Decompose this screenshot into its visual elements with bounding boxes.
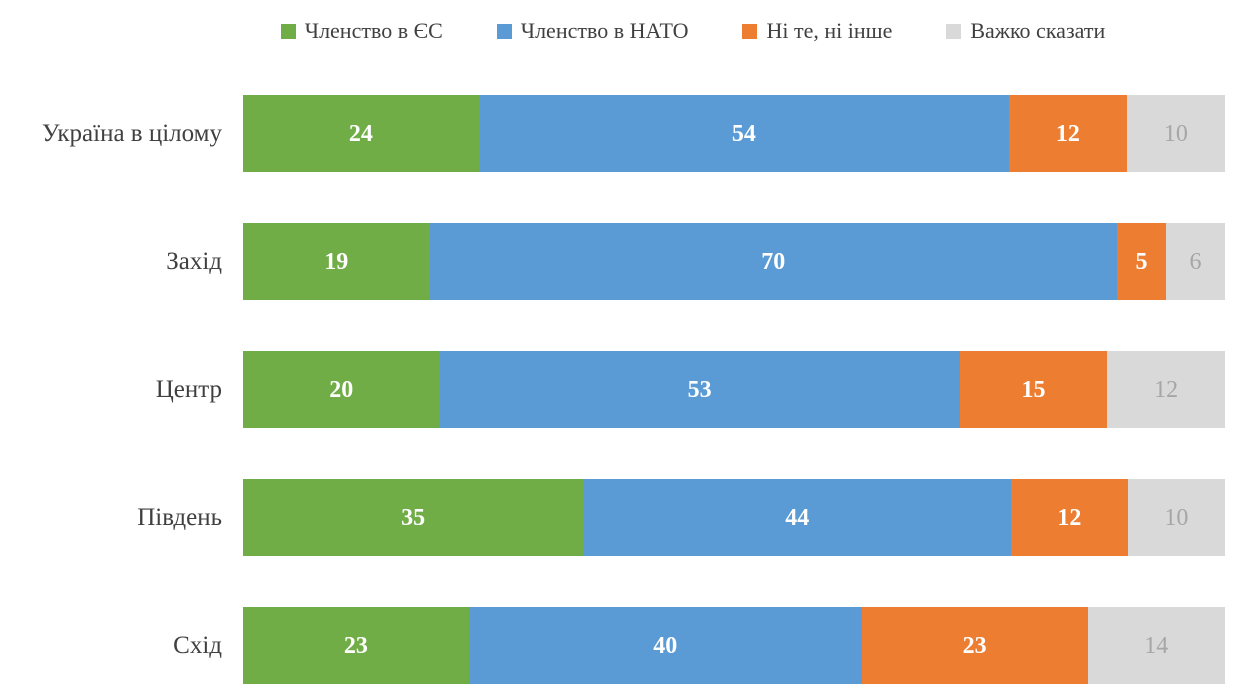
bar-segment: 12: [1008, 95, 1127, 172]
segment-value: 14: [1144, 632, 1169, 659]
legend-swatch-icon: [742, 23, 758, 39]
bar-segment: 12: [1011, 479, 1128, 556]
bar-segment: 23: [243, 607, 469, 684]
legend-label: Ні те, ні інше: [766, 18, 893, 43]
chart-row: Україна в цілому 24 54 12 10: [0, 95, 1226, 172]
bar-segment: 35: [243, 479, 584, 556]
segment-value: 20: [329, 376, 354, 403]
segment-value: 6: [1189, 248, 1202, 275]
chart-row: Південь 35 44 12 10: [0, 479, 1225, 556]
bar: 23 40 23 14: [243, 607, 1225, 684]
legend-swatch-icon: [496, 23, 512, 39]
bar: 20 53 15 12: [243, 351, 1225, 428]
bar-segment: 24: [243, 95, 479, 172]
bar-segment: 14: [1087, 607, 1225, 684]
bar-segment: 23: [861, 607, 1088, 684]
segment-value: 19: [324, 248, 349, 275]
bar-segment: 5: [1116, 223, 1167, 300]
legend-item: Членство в НАТО: [496, 18, 689, 43]
segment-value: 24: [348, 120, 373, 147]
segment-value: 23: [343, 632, 368, 659]
category-label: Південь: [137, 503, 222, 531]
bar-segment: 10: [1127, 479, 1225, 556]
bar-segment: 10: [1126, 95, 1226, 172]
chart-row: Захід 19 70 5 6: [0, 223, 1225, 300]
category-label: Схід: [173, 631, 222, 659]
bar: 24 54 12 10: [243, 95, 1226, 172]
segment-value: 53: [687, 376, 712, 403]
bar-segment: 53: [439, 351, 960, 428]
segment-value: 12: [1055, 120, 1080, 147]
segment-value: 40: [653, 632, 678, 659]
legend-label: Членство в НАТО: [520, 18, 689, 43]
segment-value: 12: [1057, 504, 1082, 531]
bar: 35 44 12 10: [243, 479, 1225, 556]
segment-value: 23: [962, 632, 987, 659]
category-label: Захід: [166, 247, 222, 275]
segment-value: 54: [731, 120, 756, 147]
segment-value: 15: [1021, 376, 1046, 403]
bar-segment: 70: [429, 223, 1117, 300]
bar-segment: 20: [243, 351, 440, 428]
segment-value: 10: [1163, 120, 1188, 147]
legend-item: Членство в ЄС: [280, 18, 443, 43]
bar-segment: 54: [478, 95, 1009, 172]
bar-segment: 15: [959, 351, 1108, 428]
category-label: Україна в цілому: [41, 119, 222, 147]
bar: 19 70 5 6: [243, 223, 1225, 300]
chart-legend: Членство в ЄС Членство в НАТО Ні те, ні ін…: [0, 0, 1236, 62]
bar-segment: 40: [468, 607, 862, 684]
category-label: Центр: [155, 375, 222, 403]
legend-label: Важко сказати: [970, 18, 1106, 43]
bar-segment: 12: [1107, 351, 1225, 428]
bar-segment: 44: [583, 479, 1012, 556]
legend-item: Важко сказати: [946, 20, 1105, 42]
segment-value: 5: [1135, 248, 1148, 275]
segment-value: 35: [401, 504, 426, 531]
segment-value: 12: [1154, 376, 1179, 403]
bar-segment: 6: [1166, 223, 1225, 300]
legend-swatch-icon: [280, 23, 296, 39]
segment-value: 70: [761, 248, 786, 275]
bar-segment: 19: [243, 223, 430, 300]
legend-swatch-icon: [946, 23, 962, 39]
legend-item: Ні те, ні інше: [742, 20, 892, 42]
chart-rows: Україна в цілому 24 54 12 10 Захід 19 70 5 6 Центр…: [0, 95, 1236, 684]
segment-value: 44: [785, 504, 810, 531]
segment-value: 10: [1164, 504, 1189, 531]
chart-row: Схід 23 40 23 14: [0, 607, 1225, 684]
chart-row: Центр 20 53 15 12: [0, 351, 1225, 428]
legend-label: Членство в ЄС: [304, 18, 443, 43]
